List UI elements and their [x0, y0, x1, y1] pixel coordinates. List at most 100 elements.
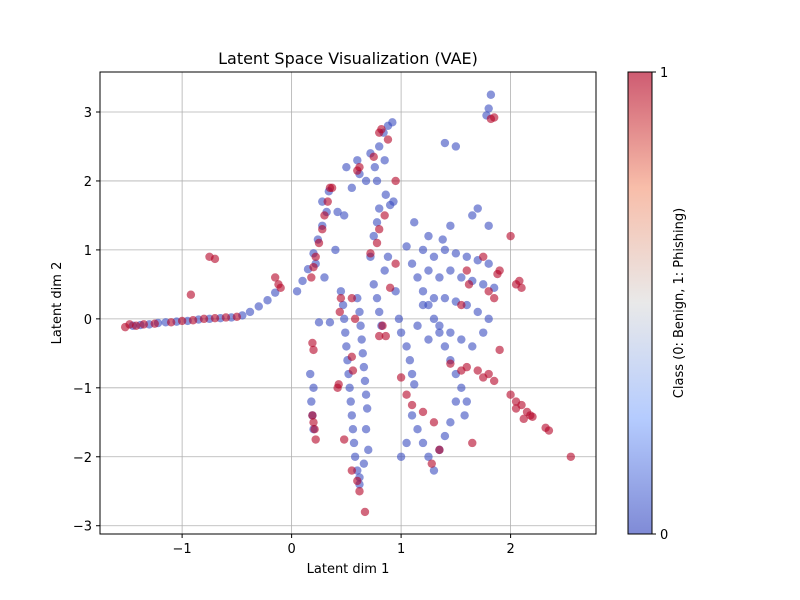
benign-point: [418, 287, 428, 296]
phishing-point: [544, 426, 554, 435]
benign-point: [440, 138, 450, 148]
benign-point: [375, 204, 384, 213]
benign-point: [356, 321, 365, 330]
benign-point: [336, 287, 346, 296]
benign-point: [380, 266, 389, 275]
phishing-point: [353, 476, 362, 486]
benign-point: [418, 245, 428, 255]
benign-point: [413, 321, 422, 330]
phishing-point: [435, 445, 444, 455]
benign-point: [355, 307, 364, 317]
phishing-point: [427, 459, 436, 468]
phishing-point: [177, 316, 187, 326]
benign-point: [350, 452, 360, 461]
phishing-point: [566, 452, 576, 461]
phishing-point: [385, 283, 395, 293]
benign-point: [339, 211, 349, 220]
phishing-point: [336, 293, 346, 303]
phishing-point: [347, 293, 357, 303]
benign-point: [338, 300, 348, 310]
phishing-point: [210, 313, 220, 323]
phishing-point: [528, 412, 537, 421]
benign-point: [446, 328, 455, 337]
benign-point: [486, 90, 496, 99]
benign-point: [418, 438, 428, 448]
benign-point: [359, 362, 369, 372]
benign-point: [407, 369, 417, 379]
benign-point: [320, 273, 329, 282]
benign-point: [402, 438, 411, 448]
phishing-point: [311, 435, 320, 444]
benign-point: [346, 397, 355, 406]
phishing-point: [484, 287, 493, 296]
benign-point: [462, 252, 471, 261]
benign-point: [410, 218, 419, 227]
benign-point: [372, 293, 382, 303]
phishing-point: [464, 280, 474, 289]
phishing-point: [377, 125, 386, 134]
benign-point: [484, 314, 493, 324]
benign-point: [369, 280, 378, 289]
phishing-point: [375, 225, 384, 234]
phishing-point: [375, 331, 384, 341]
phishing-point: [323, 197, 332, 206]
benign-point: [358, 349, 367, 358]
benign-point: [468, 342, 477, 351]
benign-point: [292, 287, 302, 296]
benign-point: [457, 383, 466, 393]
phishing-point: [347, 352, 357, 361]
y-tick-label: −1: [73, 382, 92, 397]
benign-point: [306, 369, 315, 379]
colorbar: [628, 72, 652, 534]
benign-point: [457, 273, 466, 282]
phishing-point: [232, 312, 242, 321]
benign-point: [309, 383, 318, 393]
y-tick-label: 1: [84, 244, 92, 259]
phishing-point: [166, 318, 176, 327]
benign-point: [460, 411, 469, 420]
benign-point: [424, 335, 433, 344]
benign-point: [440, 293, 450, 303]
phishing-point: [429, 418, 439, 427]
benign-point: [388, 118, 397, 127]
benign-point: [424, 231, 433, 241]
colorbar-ticks: 01: [652, 66, 668, 543]
phishing-point: [188, 316, 198, 325]
benign-point: [361, 390, 371, 399]
y-tick-label: −3: [73, 520, 92, 535]
benign-point: [440, 431, 450, 441]
plot-frame: [99, 71, 597, 535]
phishing-point: [307, 273, 316, 282]
benign-point: [410, 380, 419, 389]
x-tick-label: 1: [397, 542, 405, 557]
benign-point: [418, 300, 428, 310]
phishing-point: [489, 293, 499, 303]
phishing-point: [446, 359, 455, 368]
benign-point: [364, 445, 373, 455]
benign-point: [402, 242, 411, 251]
benign-point: [451, 397, 461, 406]
phishing-point: [335, 307, 344, 317]
phishing-point: [125, 320, 134, 329]
benign-point: [435, 321, 444, 330]
benign-point: [349, 438, 359, 448]
grid-lines: [100, 72, 596, 534]
benign-point: [353, 156, 362, 165]
benign-point: [457, 335, 466, 344]
benign-point: [383, 252, 393, 261]
colorbar-tick-label: 1: [660, 66, 668, 81]
phishing-point: [519, 414, 528, 424]
benign-point: [381, 190, 390, 199]
phishing-point: [418, 407, 428, 417]
phishing-point: [468, 438, 477, 448]
phishing-point: [360, 507, 370, 517]
benign-point: [357, 335, 366, 344]
phishing-point: [489, 376, 499, 386]
benign-point: [429, 466, 439, 475]
benign-point: [361, 424, 371, 434]
phishing-point: [210, 254, 220, 264]
benign-point: [359, 459, 369, 468]
benign-point: [325, 318, 335, 327]
benign-point: [446, 418, 455, 427]
phishing-point: [333, 383, 342, 393]
